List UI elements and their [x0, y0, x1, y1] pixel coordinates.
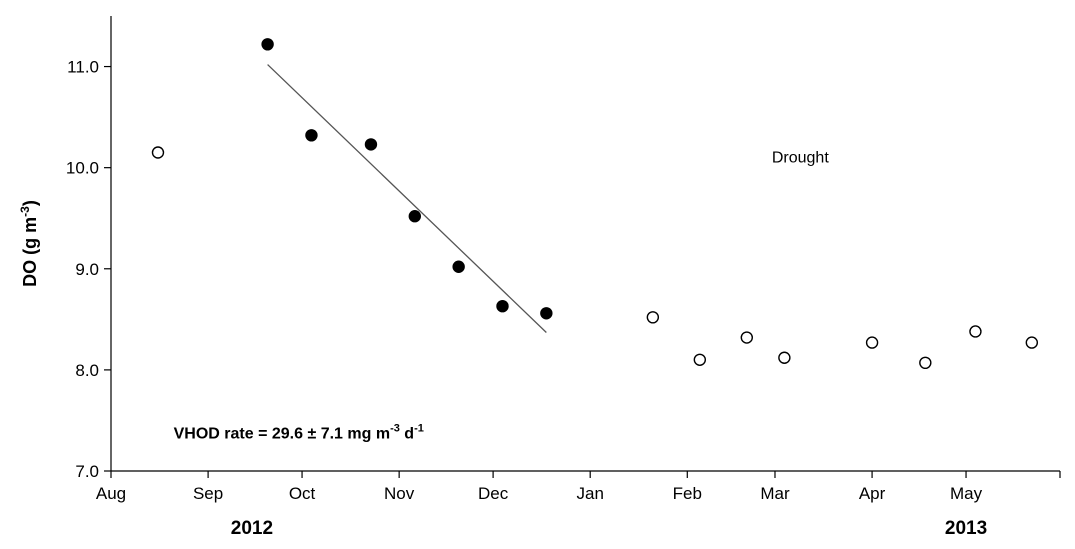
- open-data-point: [646, 311, 660, 324]
- y-axis-title: DO (g m-3): [18, 200, 40, 287]
- x-tick-label: Oct: [289, 484, 316, 503]
- y-tick-label: 10.0: [66, 159, 99, 178]
- vhod-rate-text: VHOD rate = 29.6 ± 7.1 mg m: [174, 426, 390, 443]
- vhod-rate-sup: -1: [414, 423, 424, 435]
- vhod-rate-sup: -3: [390, 423, 400, 435]
- year-label: 2012: [231, 518, 273, 539]
- x-tick-label: Aug: [96, 484, 126, 503]
- x-tick-label: Apr: [859, 484, 886, 503]
- filled-data-point: [496, 299, 509, 313]
- x-tick-label: May: [950, 484, 983, 503]
- y-axis-title-tail: ): [20, 200, 40, 206]
- x-tick-label: Feb: [673, 484, 702, 503]
- open-data-point: [969, 325, 982, 338]
- filled-data-point: [452, 260, 465, 273]
- open-data-point: [778, 351, 791, 364]
- filled-data-point: [540, 307, 553, 320]
- filled-data-point: [408, 209, 422, 223]
- y-tick-label: 8.0: [75, 361, 99, 380]
- y-axis-title-main: DO (g m: [20, 217, 40, 287]
- filled-data-point: [305, 129, 318, 142]
- x-tick-label: Sep: [193, 484, 223, 503]
- y-tick-label: 11.0: [67, 58, 99, 77]
- vhod-rate-text: d: [400, 426, 414, 443]
- y-tick-label: 9.0: [75, 260, 99, 279]
- regression-line: [267, 64, 547, 333]
- points-group: [151, 38, 1039, 370]
- open-data-point: [1025, 336, 1039, 349]
- trendline-group: [267, 64, 547, 333]
- x-tick-label: Dec: [478, 484, 509, 503]
- open-data-point: [151, 146, 165, 159]
- y-axis-title-sup: -3: [18, 206, 32, 217]
- open-data-point: [693, 353, 707, 366]
- labels-group: 7.0 8.0 9.0 10.0 11.0 Aug Sep Oct Nov Dec Jan Feb Ma…: [18, 58, 987, 539]
- open-data-point: [865, 336, 879, 349]
- year-label: 2013: [945, 518, 987, 539]
- filled-data-point: [261, 38, 274, 51]
- y-tick-label: 7.0: [75, 462, 99, 481]
- drought-annotation: Drought: [772, 150, 829, 167]
- x-tick-label: Jan: [576, 484, 603, 503]
- x-tick-label: Mar: [760, 484, 790, 503]
- filled-data-point: [364, 138, 378, 151]
- axes: [104, 16, 1061, 478]
- open-data-point: [740, 331, 753, 344]
- vhod-rate-annotation: VHOD rate = 29.6 ± 7.1 mg m-3 d-1: [174, 423, 424, 443]
- x-tick-label: Nov: [384, 484, 415, 503]
- open-data-point: [919, 356, 932, 370]
